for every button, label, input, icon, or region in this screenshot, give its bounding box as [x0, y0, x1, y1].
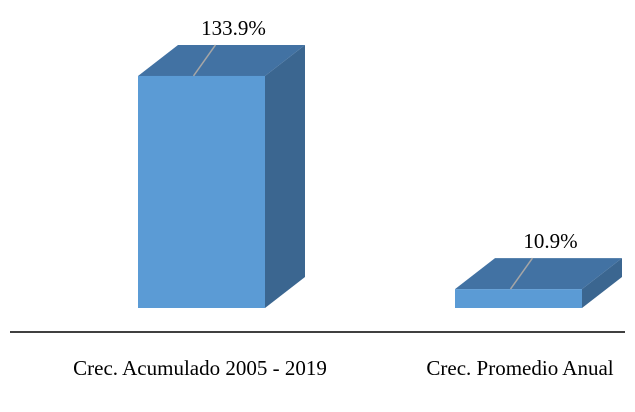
bar [138, 75, 265, 309]
leader-line [509, 257, 534, 290]
bar [455, 289, 582, 308]
bar-side [265, 44, 305, 309]
leader-line [192, 44, 217, 77]
bar-top [138, 44, 305, 76]
category-label: Crec. Acumulado 2005 - 2019 [73, 356, 327, 380]
category-label: Crec. Promedio Anual [426, 356, 614, 380]
value-label: 133.9% [201, 16, 266, 40]
value-label: 10.9% [523, 229, 577, 253]
bar-side [582, 258, 622, 308]
bar-top [455, 258, 622, 290]
